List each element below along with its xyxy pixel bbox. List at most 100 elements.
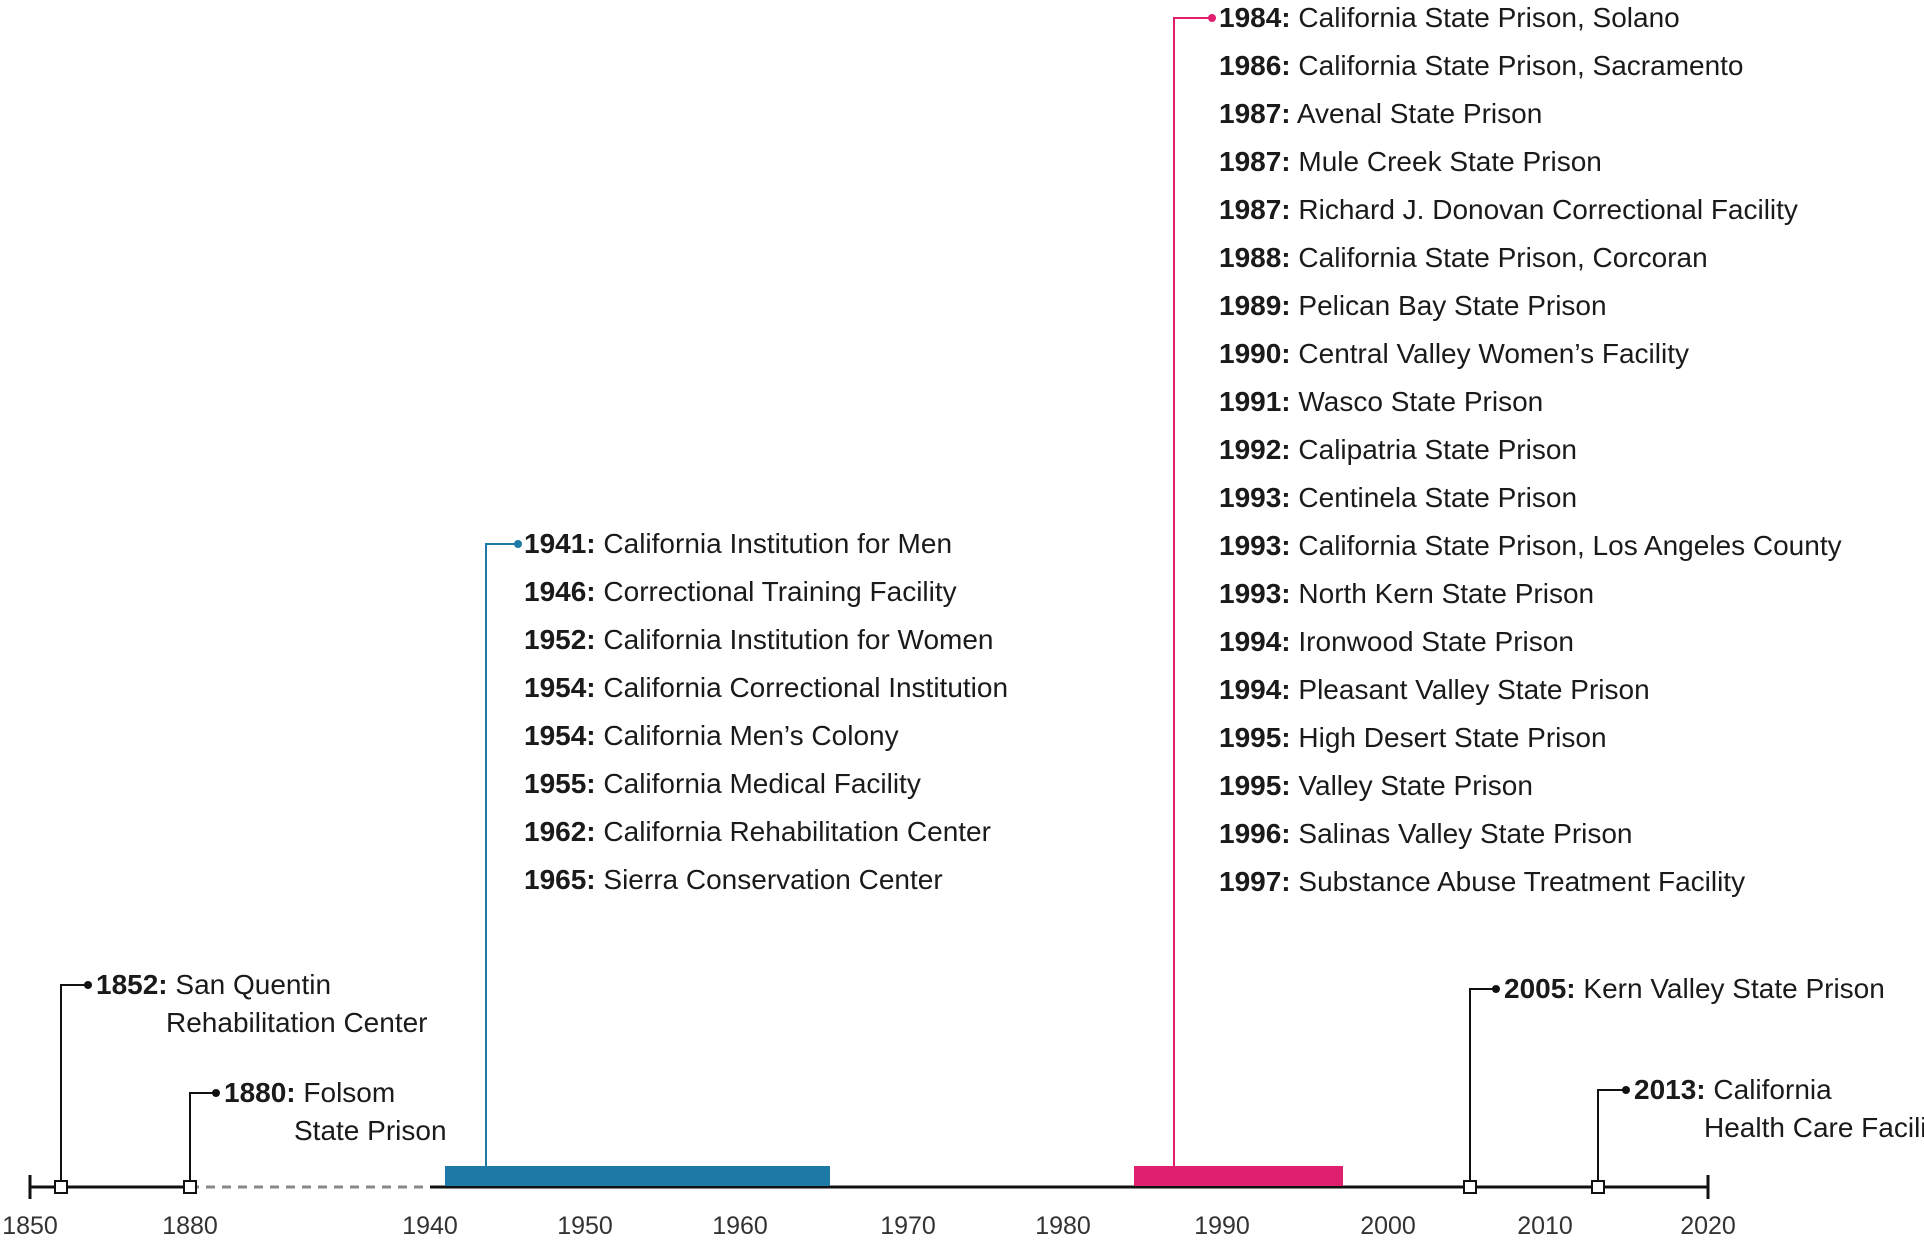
event-year: 1952: [524,624,596,655]
event-name: California Institution for Women [603,624,994,655]
event-name: Substance Abuse Treatment Facility [1298,866,1746,897]
event-year: 1990: [1219,338,1291,369]
marker-2013 [1591,1180,1605,1194]
list-item: 1992: Calipatria State Prison [1219,426,1577,474]
event-2013-label: 2013: California Health Care Facility [1634,1071,1924,1147]
event-name: Salinas Valley State Prison [1298,818,1633,849]
marker-2005 [1463,1180,1477,1194]
marker-1880 [183,1180,197,1194]
list-item: 1955: California Medical Facility [524,760,921,808]
tick-label: 2000 [1360,1212,1416,1240]
dot-1880 [212,1089,220,1097]
event-year: 1941: [524,528,596,559]
event-year: 1965: [524,864,596,895]
event-name: Pelican Bay State Prison [1298,290,1607,321]
event-name: California State Prison, Solano [1298,2,1680,33]
event-year: 1993: [1219,530,1291,561]
event-year: 1993: [1219,578,1291,609]
event-year: 1994: [1219,626,1291,657]
event-year: 1988: [1219,242,1291,273]
event-name: Wasco State Prison [1298,386,1544,417]
event-name: High Desert State Prison [1298,722,1607,753]
event-name: Central Valley Women’s Facility [1298,338,1689,369]
event-name: Correctional Training Facility [603,576,957,607]
list-item: 1986: California State Prison, Sacrament… [1219,42,1744,90]
tick-label: 1980 [1035,1212,1091,1240]
list-item: 1993: Centinela State Prison [1219,474,1577,522]
list-item: 1994: Ironwood State Prison [1219,618,1574,666]
list-item: 1997: Substance Abuse Treatment Facility [1219,858,1745,906]
event-year: 1986: [1219,50,1291,81]
tick-label: 2010 [1517,1212,1573,1240]
event-name-line2: Health Care Facility [1704,1112,1924,1143]
event-year: 1987: [1219,194,1291,225]
tick-label: 1960 [712,1212,768,1240]
event-name-line2: Rehabilitation Center [166,1007,428,1038]
tick-label: 1990 [1194,1212,1250,1240]
list-item: 1946: Correctional Training Facility [524,568,957,616]
event-year: 1995: [1219,722,1291,753]
pink-period-bar [1134,1166,1343,1186]
event-name: California State Prison, Sacramento [1298,50,1744,81]
event-name: California Men’s Colony [603,720,899,751]
event-year: 1880: [224,1077,296,1108]
event-year: 1987: [1219,146,1291,177]
connector-1852 [60,984,86,1187]
list-item: 1993: California State Prison, Los Angel… [1219,522,1842,570]
event-year: 2013: [1634,1074,1706,1105]
event-name: Richard J. Donovan Correctional Facility [1298,194,1798,225]
event-name-line2: State Prison [294,1115,447,1146]
event-name: Sierra Conservation Center [603,864,943,895]
event-year: 1852: [96,969,168,1000]
event-year: 1993: [1219,482,1291,513]
event-name: California Rehabilitation Center [603,816,991,847]
list-item: 1995: High Desert State Prison [1219,714,1607,762]
event-year: 1995: [1219,770,1291,801]
list-item: 1988: California State Prison, Corcoran [1219,234,1708,282]
list-item: 1987: Mule Creek State Prison [1219,138,1602,186]
event-year: 2005: [1504,973,1576,1004]
list-item: 1987: Avenal State Prison [1219,90,1542,138]
event-year: 1992: [1219,434,1291,465]
event-year: 1996: [1219,818,1291,849]
event-year: 1987: [1219,98,1291,129]
event-name: California [1713,1074,1832,1105]
event-1880-label: 1880: Folsom State Prison [224,1074,447,1150]
list-item: 1954: California Correctional Institutio… [524,664,1008,712]
event-name: California State Prison, Los Angeles Cou… [1298,530,1842,561]
event-year: 1962: [524,816,596,847]
list-item: 1995: Valley State Prison [1219,762,1533,810]
tick-label: 1880 [162,1212,218,1240]
event-name: Calipatria State Prison [1298,434,1577,465]
event-name: Folsom [303,1077,396,1108]
event-name: California State Prison, Corcoran [1298,242,1708,273]
event-name: San Quentin [175,969,332,1000]
list-item: 1991: Wasco State Prison [1219,378,1543,426]
list-item: 1941: California Institution for Men [524,520,952,568]
list-item: 1993: North Kern State Prison [1219,570,1594,618]
dot-2005 [1492,985,1500,993]
dot-2013 [1622,1086,1630,1094]
event-year: 1946: [524,576,596,607]
event-year: 1991: [1219,386,1291,417]
tick-label: 1940 [402,1212,458,1240]
event-name: California Correctional Institution [603,672,1009,703]
dot-blue [514,540,522,548]
event-name: Ironwood State Prison [1298,626,1574,657]
event-2005-label: 2005: Kern Valley State Prison [1504,970,1885,1008]
list-item: 1954: California Men’s Colony [524,712,899,760]
event-name: Mule Creek State Prison [1298,146,1602,177]
list-item: 1984: California State Prison, Solano [1219,0,1680,42]
event-year: 1955: [524,768,596,799]
tick-label: 1970 [880,1212,936,1240]
list-item: 1994: Pleasant Valley State Prison [1219,666,1650,714]
connector-2005 [1469,988,1494,1187]
event-year: 1997: [1219,866,1291,897]
list-item: 1990: Central Valley Women’s Facility [1219,330,1689,378]
event-name: Centinela State Prison [1298,482,1578,513]
event-name: California Institution for Men [603,528,953,559]
event-name: Pleasant Valley State Prison [1298,674,1650,705]
tick-label: 1850 [2,1212,58,1240]
